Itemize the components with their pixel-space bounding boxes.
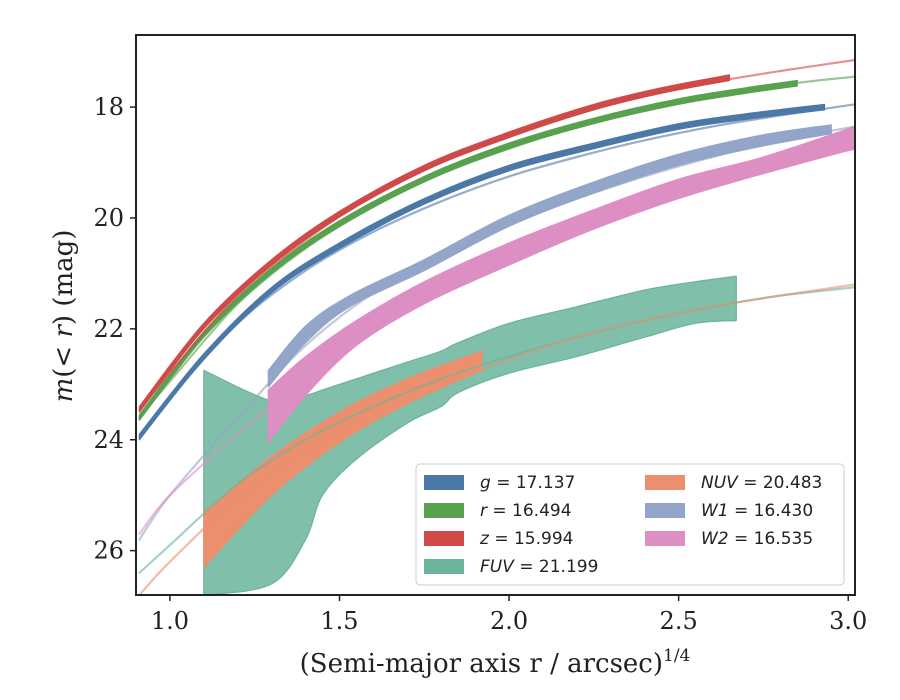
model-curve-w1 [138,125,855,541]
y-tick-label: 22 [93,315,124,343]
band-nuv [203,350,483,568]
legend-label: r = 16.494 [480,501,572,521]
x-tick-label: 2.5 [660,607,698,635]
legend-entry-g: g = 17.137 [424,473,575,493]
legend-swatch [424,531,464,546]
x-axis-label: (Semi-major axis r / arcsec)1/4 [300,646,691,679]
plot-frame [135,34,856,596]
x-tick-label: 1.0 [151,607,189,635]
model-curve-z [138,58,855,411]
legend-entry-z: z = 15.994 [424,529,573,549]
model-curve-g [138,103,855,439]
x-axis-label-main: (Semi-major axis r / arcsec) [300,649,663,679]
y-tick-label: 24 [93,426,124,454]
x-tick-label: 3.0 [829,607,867,635]
legend-label: FUV = 21.199 [480,557,598,577]
legend-swatch [645,503,685,518]
legend: g = 17.137 r = 16.494 z = 15.994 FUV = 21.1… [415,463,845,586]
legend-label: NUV = 20.483 [701,473,822,493]
model-curve-r [138,75,855,419]
y-tick-label: 20 [93,204,124,232]
model-curve-w2 [138,147,855,536]
x-axis: 1.0 1.5 2.0 2.5 3.0 [151,595,867,635]
model-curve-layer [138,58,855,595]
legend-label: z = 15.994 [479,529,573,549]
legend-frame [415,463,845,586]
legend-swatch [645,531,685,546]
y-tick-label: 26 [93,537,124,565]
y-axis: 18 20 22 24 26 [93,93,136,565]
plot-area [138,58,855,595]
legend-label: g = 17.137 [480,473,575,493]
legend-label: W1 = 16.430 [701,501,813,521]
band-w1 [267,124,832,388]
legend-swatch [424,503,464,518]
legend-entry-r: r = 16.494 [424,501,572,521]
x-tick-label: 2.0 [490,607,528,635]
legend-entry-w1: W1 = 16.430 [645,501,813,521]
legend-label: W2 = 16.535 [701,529,813,549]
legend-swatch [424,559,464,574]
model-curve-nuv [138,283,855,595]
y-axis-label-group: m(< r) (mag) [49,230,79,403]
legend-entry-fuv: FUV = 21.199 [424,557,598,577]
legend-swatch [645,475,685,490]
y-axis-label: m(< r) (mag) [49,230,79,403]
legend-entry-w2: W2 = 16.535 [645,529,813,549]
y-tick-label: 18 [93,93,124,121]
legend-entry-nuv: NUV = 20.483 [645,473,822,493]
legend-swatch [424,475,464,490]
x-tick-label: 1.5 [320,607,358,635]
x-axis-label-superscript: 1/4 [663,646,690,666]
